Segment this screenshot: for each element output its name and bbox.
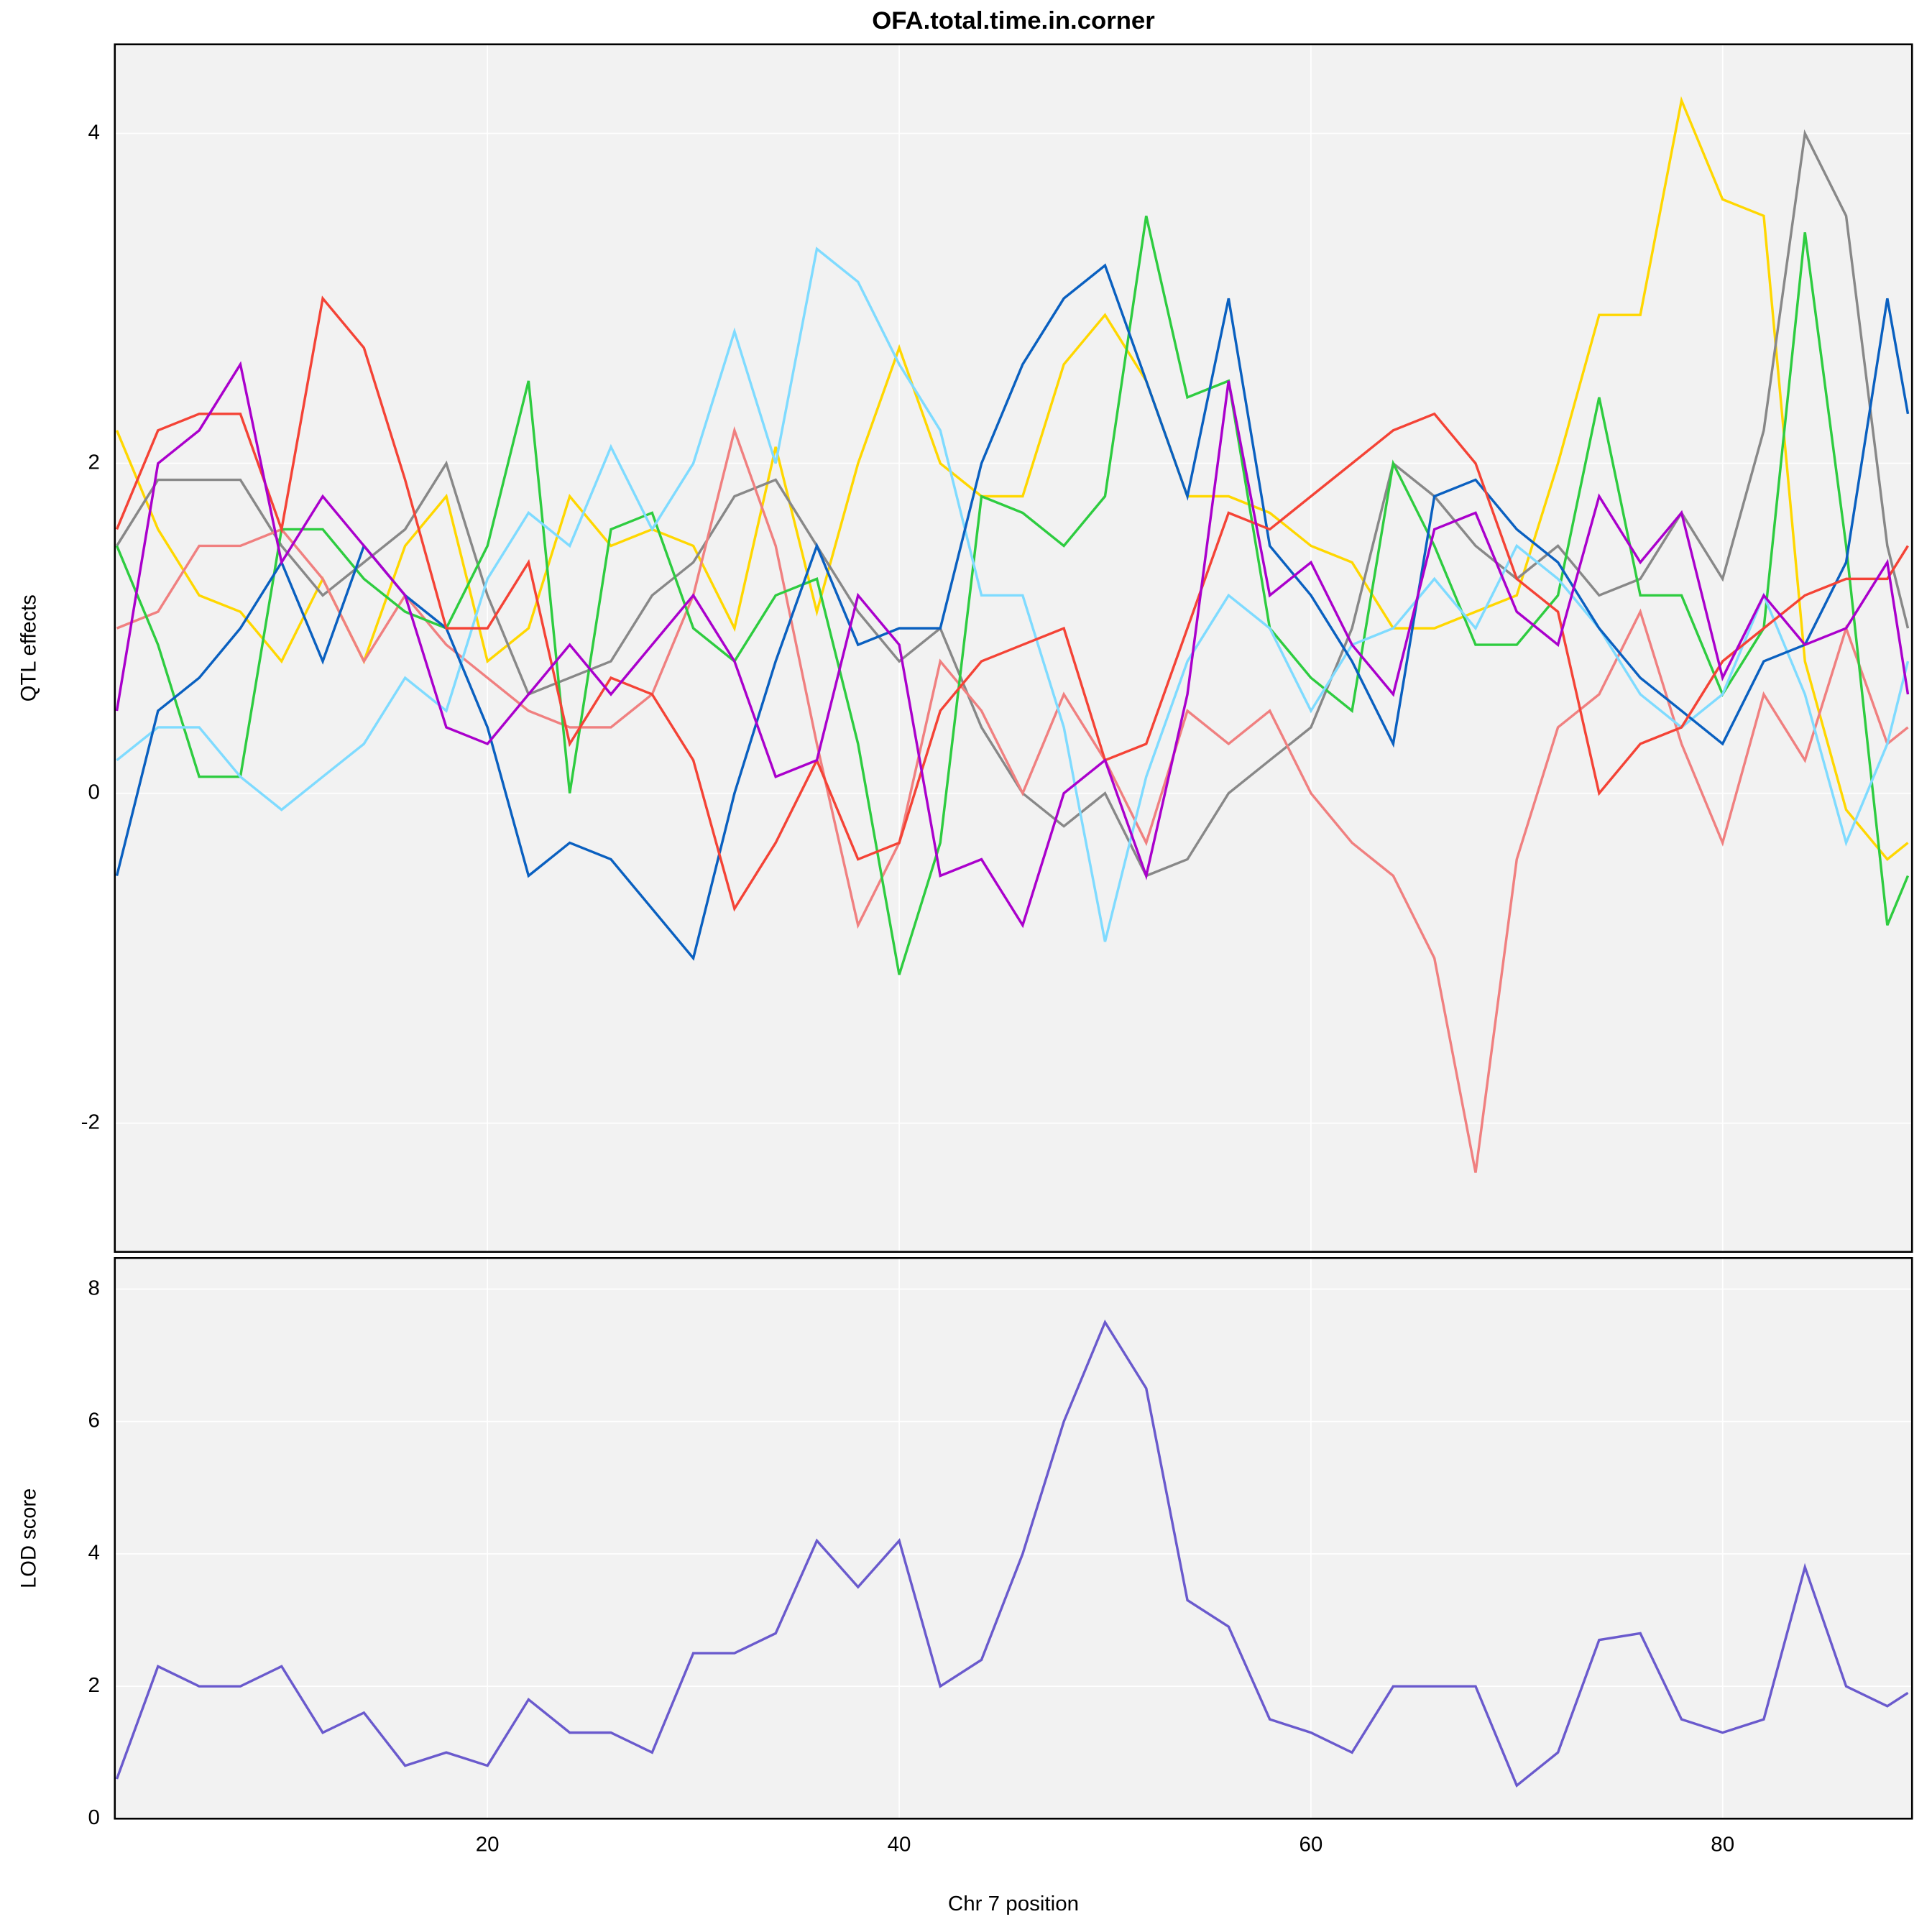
series-line bbox=[115, 361, 1910, 929]
plot-frame bbox=[114, 1257, 1913, 1820]
series-line bbox=[116, 247, 1910, 942]
y-tick-label: -2 bbox=[81, 1110, 100, 1134]
plot-background bbox=[114, 1258, 1913, 1819]
y-axis-label: LOD score bbox=[17, 1489, 40, 1588]
x-tick-label: 80 bbox=[1711, 1833, 1734, 1857]
x-tick-label: 40 bbox=[888, 1833, 911, 1857]
series-line bbox=[115, 215, 1910, 975]
series-line bbox=[115, 295, 1909, 912]
y-tick-label: 4 bbox=[88, 121, 99, 144]
y-tick-label: 8 bbox=[88, 1276, 99, 1300]
x-tick-label: 60 bbox=[1299, 1833, 1322, 1857]
chart-title: OFA.total.time.in.corner bbox=[872, 7, 1155, 34]
x-tick-label: 20 bbox=[476, 1833, 500, 1857]
y-tick-label: 6 bbox=[88, 1409, 99, 1432]
y-tick-label: 2 bbox=[88, 1673, 99, 1697]
series-line bbox=[115, 1319, 1909, 1788]
x-axis-label: Chr 7 position bbox=[948, 1892, 1079, 1915]
plot-frame bbox=[114, 43, 1913, 1253]
series-line bbox=[116, 426, 1909, 1173]
y-axis-label: QTL effects bbox=[17, 594, 40, 702]
y-tick-label: 0 bbox=[88, 781, 99, 804]
y-tick-label: 2 bbox=[88, 451, 99, 474]
series-line bbox=[115, 263, 1910, 961]
y-tick-label: 4 bbox=[88, 1541, 99, 1565]
y-tick-label: 0 bbox=[88, 1806, 99, 1829]
